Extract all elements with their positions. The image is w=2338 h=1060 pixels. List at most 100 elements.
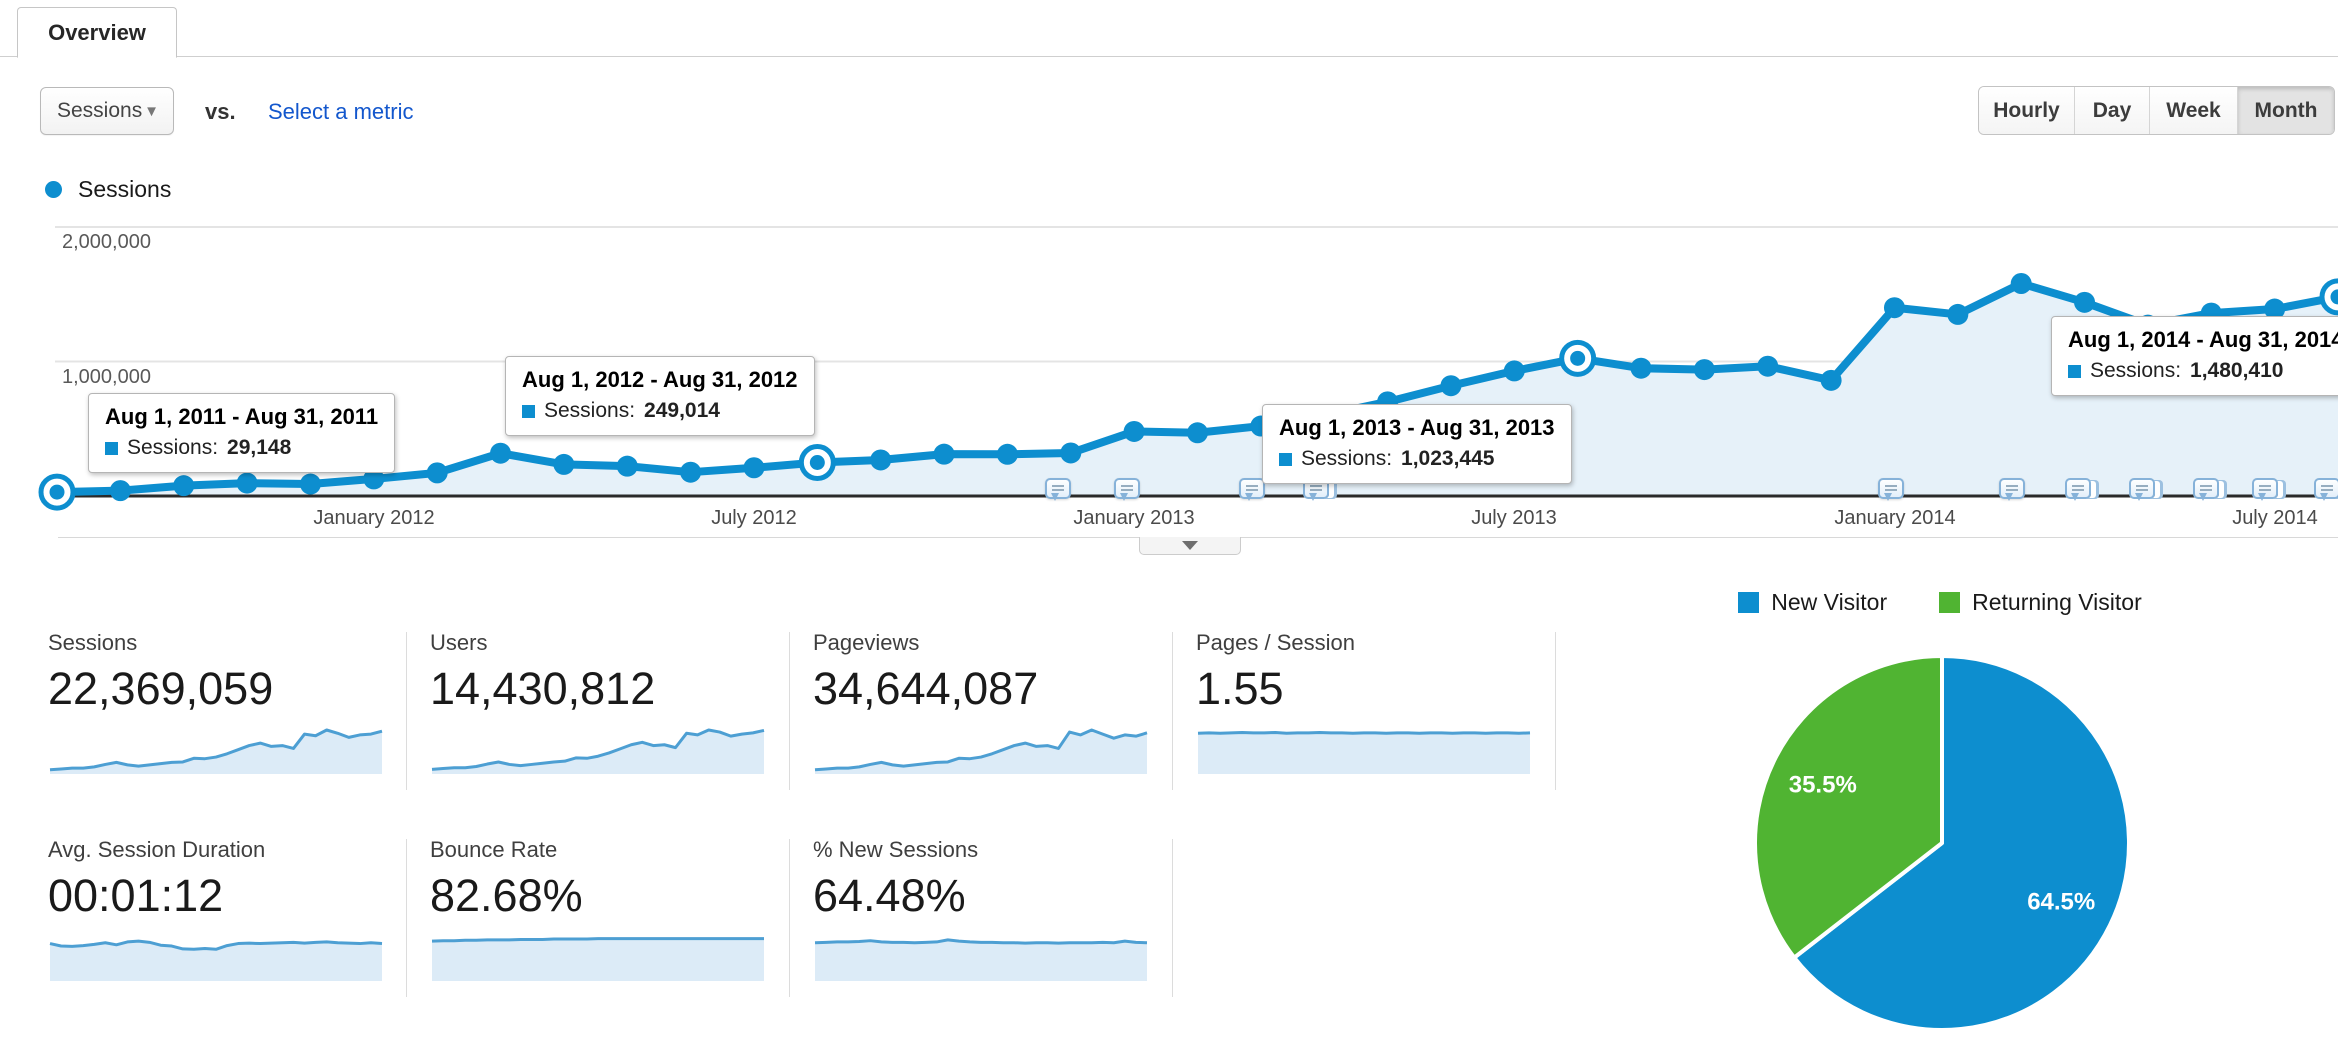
series-dot-icon bbox=[45, 181, 62, 198]
metric-value: 82.68% bbox=[430, 870, 583, 921]
chevron-down-icon bbox=[1182, 541, 1198, 550]
chart-tooltip: Aug 1, 2011 - Aug 31, 2011 Sessions: 29,… bbox=[88, 393, 396, 473]
tooltip-date-range: Aug 1, 2013 - Aug 31, 2013 bbox=[1279, 415, 1555, 440]
metric-card-sessions: Sessions 22,369,059 bbox=[48, 630, 384, 774]
card-divider bbox=[406, 632, 407, 790]
metric-value: 64.48% bbox=[813, 870, 966, 921]
metric-label: % New Sessions bbox=[813, 837, 979, 862]
y-axis-label-2m: 2,000,000 bbox=[62, 231, 151, 253]
annotation-bubble-icon[interactable] bbox=[1998, 478, 2025, 501]
granularity-day-button[interactable]: Day bbox=[2074, 87, 2149, 134]
metric-label: Users bbox=[430, 630, 488, 655]
x-axis-label: July 2013 bbox=[1471, 507, 1557, 529]
tab-bar: Overview bbox=[0, 0, 2338, 58]
sparkline-chart bbox=[49, 728, 383, 774]
x-axis-label: July 2012 bbox=[711, 507, 797, 529]
card-divider bbox=[789, 839, 790, 997]
x-axis-label: January 2014 bbox=[1834, 507, 1956, 529]
tooltip-value: 29,148 bbox=[227, 436, 292, 459]
tooltip-series-label: Sessions: bbox=[544, 399, 636, 422]
granularity-month-button[interactable]: Month bbox=[2237, 87, 2334, 134]
annotation-bubble-icon[interactable] bbox=[1113, 478, 1140, 501]
tooltip-value: 1,480,410 bbox=[2190, 359, 2284, 382]
metric-value: 00:01:12 bbox=[48, 870, 224, 921]
metric-value: 14,430,812 bbox=[430, 663, 656, 714]
vs-label: vs. bbox=[205, 99, 236, 124]
metric-label: Sessions bbox=[48, 630, 138, 655]
sessions-line-chart[interactable]: 2,000,000 1,000,000 January 2012 July 20… bbox=[0, 160, 2338, 560]
series-square-icon bbox=[1279, 452, 1292, 466]
metric-value: 22,369,059 bbox=[48, 663, 274, 714]
metric-card-pageviews: Pageviews 34,644,087 bbox=[813, 630, 1149, 774]
chart-tooltip: Aug 1, 2012 - Aug 31, 2012 Sessions: 249… bbox=[505, 356, 815, 436]
annotation-bubble-icon[interactable] bbox=[2252, 478, 2278, 501]
sparkline-chart bbox=[814, 728, 1148, 774]
annotations-expander[interactable] bbox=[1139, 537, 1241, 555]
x-axis-label: January 2013 bbox=[1073, 507, 1195, 529]
card-divider bbox=[406, 839, 407, 997]
legend-square-icon bbox=[1738, 592, 1760, 613]
metric-value: 1.55 bbox=[1196, 663, 1284, 714]
x-axis-label: January 2012 bbox=[313, 507, 435, 529]
metric-card-pages-per-session: Pages / Session 1.55 bbox=[1196, 630, 1532, 774]
card-divider bbox=[789, 632, 790, 790]
metric-label: Pages / Session bbox=[1196, 630, 1355, 655]
pie-slice-percentage: 64.5% bbox=[2027, 888, 2095, 915]
metric-label: Bounce Rate bbox=[430, 837, 558, 862]
tooltip-value: 249,014 bbox=[644, 399, 720, 422]
sparkline-chart bbox=[1197, 730, 1531, 774]
sparkline-chart bbox=[814, 938, 1148, 981]
annotation-bubble-icon[interactable] bbox=[2192, 478, 2219, 501]
annotation-bubble-icon[interactable] bbox=[1239, 478, 1266, 501]
metric-card-users: Users 14,430,812 bbox=[430, 630, 766, 774]
y-axis-label-1m: 1,000,000 bbox=[62, 366, 151, 388]
granularity-button-group: Hourly Day Week Month bbox=[1978, 86, 2335, 135]
metric-card-avg-session-duration: Avg. Session Duration 00:01:12 bbox=[48, 837, 384, 981]
pie-slice-percentage: 35.5% bbox=[1789, 772, 1857, 799]
series-square-icon bbox=[522, 404, 535, 418]
chevron-down-icon: ▼ bbox=[144, 102, 159, 120]
tooltip-series-label: Sessions: bbox=[127, 436, 219, 459]
tab-overview[interactable]: Overview bbox=[17, 7, 177, 58]
annotations-layer bbox=[0, 160, 2338, 560]
tooltip-date-range: Aug 1, 2012 - Aug 31, 2012 bbox=[522, 367, 798, 392]
metric-value: 34,644,087 bbox=[813, 663, 1039, 714]
card-divider bbox=[1555, 632, 1556, 790]
pie-legend: New Visitor Returning Visitor bbox=[1700, 589, 2180, 616]
visitor-type-pie-chart[interactable]: 64.5% 35.5% bbox=[1742, 643, 2142, 1043]
granularity-week-button[interactable]: Week bbox=[2149, 87, 2237, 134]
chart-legend: Sessions bbox=[45, 176, 171, 203]
x-axis-label: July 2014 bbox=[2232, 507, 2318, 529]
annotation-bubble-icon[interactable] bbox=[2313, 478, 2338, 501]
series-square-icon bbox=[2068, 364, 2081, 378]
tooltip-date-range: Aug 1, 2011 - Aug 31, 2011 bbox=[105, 404, 379, 429]
metric-dropdown-label: Sessions bbox=[57, 99, 143, 122]
tooltip-series-label: Sessions: bbox=[1301, 447, 1393, 470]
card-divider bbox=[1172, 632, 1173, 790]
pie-legend-label: New Visitor bbox=[1771, 589, 1888, 615]
line-chart-canvas[interactable] bbox=[0, 160, 2338, 520]
metric-card-pct-new-sessions: % New Sessions 64.48% bbox=[813, 837, 1149, 981]
chart-tooltip: Aug 1, 2014 - Aug 31, 2014 Sessions: 1,4… bbox=[2051, 316, 2338, 396]
sparkline-chart bbox=[49, 939, 383, 981]
metric-dropdown[interactable]: Sessions ▼ bbox=[40, 87, 174, 135]
sparkline-chart bbox=[431, 728, 765, 774]
annotation-bubble-icon[interactable] bbox=[2064, 478, 2091, 501]
chart-tooltip: Aug 1, 2013 - Aug 31, 2013 Sessions: 1,0… bbox=[1262, 404, 1572, 484]
annotation-bubble-icon[interactable] bbox=[1045, 478, 1072, 501]
metric-label: Avg. Session Duration bbox=[48, 837, 266, 862]
series-square-icon bbox=[105, 441, 118, 455]
select-metric-link[interactable]: Select a metric bbox=[268, 99, 414, 124]
tooltip-series-label: Sessions: bbox=[2090, 359, 2182, 382]
sparkline-chart bbox=[431, 937, 764, 981]
card-divider bbox=[1172, 839, 1173, 997]
legend-square-icon bbox=[1939, 592, 1961, 613]
pie-legend-item-returning-visitor: Returning Visitor bbox=[1939, 589, 2142, 616]
metric-label: Pageviews bbox=[813, 630, 920, 655]
chart-legend-label: Sessions bbox=[78, 176, 172, 202]
annotation-bubble-icon[interactable] bbox=[1877, 478, 1904, 501]
metric-card-bounce-rate: Bounce Rate 82.68% bbox=[430, 837, 766, 981]
granularity-hourly-button[interactable]: Hourly bbox=[1979, 87, 2074, 134]
pie-legend-item-new-visitor: New Visitor bbox=[1738, 589, 1887, 616]
annotation-bubble-icon[interactable] bbox=[2128, 478, 2155, 501]
